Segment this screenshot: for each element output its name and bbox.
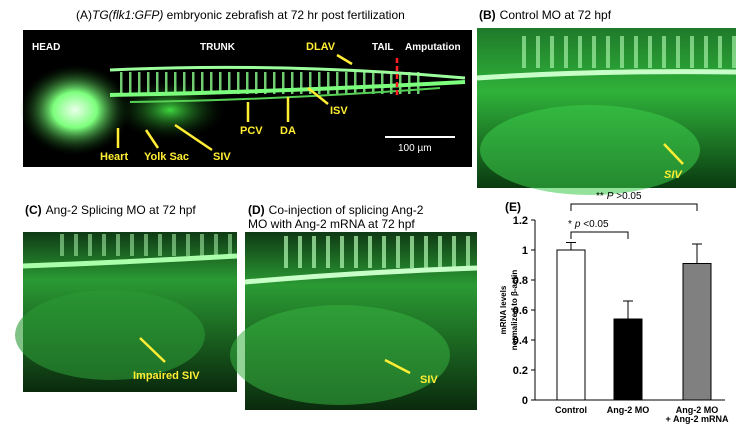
bar	[613, 318, 643, 401]
panel-label: (B)	[479, 8, 496, 22]
annotation: ISV	[330, 105, 348, 117]
y-tick-label: 1	[522, 245, 528, 257]
annotation: PCV	[240, 125, 263, 137]
x-tick-label: Ang-2 MO	[676, 405, 719, 415]
annotation: Amputation	[405, 42, 461, 53]
p-value: <0.05	[580, 219, 609, 230]
title-text: Control MO at 72 hpf	[500, 8, 612, 22]
y-tick-label: 0.4	[513, 335, 529, 347]
y-axis-label: mRNA levels	[499, 285, 508, 334]
title-text: Co-injection of splicing Ang-2	[269, 203, 424, 217]
panel-label: (A)	[76, 8, 92, 22]
panel-a-annotations: HEAD TRUNK DLAV TAIL Amputation Heart Yo…	[32, 41, 461, 163]
annotation: SIV	[664, 169, 683, 181]
y-tick-label: 0.6	[513, 305, 528, 317]
y-tick-label: 0.8	[513, 275, 528, 287]
annotation: Yolk Sac	[144, 151, 189, 163]
panel-b-image: SIV	[476, 28, 737, 195]
x-tick-label: Control	[555, 405, 587, 415]
annotation: Impaired SIV	[133, 370, 200, 382]
error-bar	[566, 242, 576, 250]
annotation: TRUNK	[200, 42, 236, 53]
title-text: Ang-2 Splicing MO at 72 hpf	[46, 203, 197, 217]
y-tick-label: 0.2	[513, 365, 528, 377]
p-value: >0.05	[613, 191, 642, 202]
title-text: embryonic zebrafish at 72 hr post fertil…	[163, 8, 404, 22]
bar	[682, 263, 712, 401]
x-tick-label: Ang-2 MO	[607, 405, 650, 415]
panel-label: (E)	[505, 200, 521, 214]
panel-a-title: (A)TG(flk1:GFP) embryonic zebrafish at 7…	[76, 8, 405, 22]
annotation: HEAD	[32, 42, 60, 53]
error-bar	[692, 243, 702, 264]
significance-bracket	[570, 203, 698, 211]
panel-a-image	[20, 30, 472, 167]
panel-c-title: (C) Ang-2 Splicing MO at 72 hpf	[25, 203, 196, 217]
annotation: Heart	[100, 151, 128, 163]
p-symbol: P	[607, 191, 614, 202]
panel-b-title: (B) Control MO at 72 hpf	[479, 8, 612, 22]
significance-label: ** P >0.05	[596, 191, 642, 202]
panel-label: (C)	[25, 203, 42, 217]
annotation: SIV	[420, 374, 438, 386]
title-italic: TG(flk1:GFP)	[92, 8, 163, 22]
panel-d-title: (D) Co-injection of splicing Ang-2	[248, 203, 424, 217]
annotation: DLAV	[306, 41, 336, 53]
y-tick-label: 0	[522, 395, 528, 407]
annotation: DA	[280, 125, 296, 137]
stars: **	[596, 191, 604, 202]
x-tick-label: + Ang-2 mRNA	[666, 414, 729, 424]
title-text: MO with Ang-2 mRNA at 72 hpf	[248, 217, 415, 231]
panel-c-image: Impaired SIV	[15, 232, 238, 392]
significance-label: * p <0.05	[568, 219, 609, 230]
scale-bar-label: 100 µm	[398, 143, 432, 154]
bar	[556, 249, 586, 401]
stars: *	[568, 219, 572, 230]
p-symbol: p	[574, 219, 581, 230]
annotation: TAIL	[372, 42, 393, 53]
error-bar	[623, 300, 633, 319]
y-axis-label: normalized to β-actin	[510, 270, 519, 351]
significance-bracket	[570, 231, 629, 239]
panel-d-image: SIV	[230, 232, 478, 410]
panel-label: (D)	[248, 203, 265, 217]
annotation: SIV	[213, 151, 231, 163]
bar-chart: 0 0.2 0.4 0.6 0.8 1 1.2 mRNA levels normalized t…	[499, 191, 729, 424]
y-tick-label: 1.2	[513, 215, 528, 227]
